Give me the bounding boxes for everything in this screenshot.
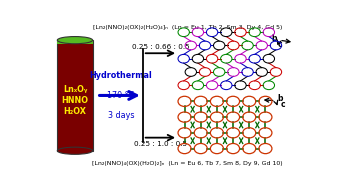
Text: H₂OX: H₂OX xyxy=(63,107,86,116)
Text: b: b xyxy=(272,34,277,43)
Bar xyxy=(57,40,92,151)
Text: 170 °C: 170 °C xyxy=(107,91,135,100)
Ellipse shape xyxy=(57,147,92,154)
Text: LnₓOᵧ: LnₓOᵧ xyxy=(63,85,87,94)
Text: [Ln₂(NNO)₄(OX)(H₂O)₂]ₙ  (Ln = Eu 6, Tb 7, Sm 8, Dy 9, Gd 10): [Ln₂(NNO)₄(OX)(H₂O)₂]ₙ (Ln = Eu 6, Tb 7,… xyxy=(92,161,283,166)
Text: Hydrothermal: Hydrothermal xyxy=(90,71,153,80)
Text: b: b xyxy=(278,94,283,103)
Bar xyxy=(57,40,92,44)
Text: [Ln₂(NNO)₂(OX)₂(H₂O)₄]ₙ  (Ln = Eu 1, Tb 2, Sm 3, Dy 4, Gd 5): [Ln₂(NNO)₂(OX)₂(H₂O)₄]ₙ (Ln = Eu 1, Tb 2… xyxy=(93,25,282,30)
Text: HNNO: HNNO xyxy=(62,96,89,105)
Text: 0.25 : 1.0 : 0.5: 0.25 : 1.0 : 0.5 xyxy=(134,141,187,147)
Text: c: c xyxy=(280,100,285,109)
Text: 3 days: 3 days xyxy=(108,111,134,120)
Ellipse shape xyxy=(57,36,92,44)
Text: c: c xyxy=(278,40,282,49)
Text: 0.25 : 0.66 : 0.5: 0.25 : 0.66 : 0.5 xyxy=(132,44,189,50)
